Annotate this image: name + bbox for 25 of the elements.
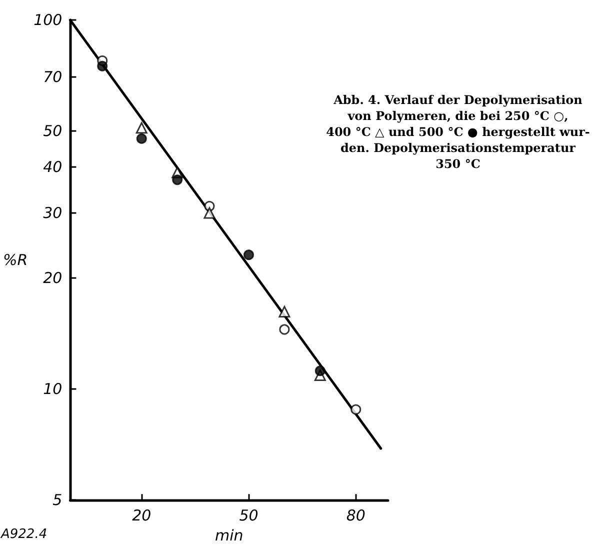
x-tick-label: 50 <box>239 506 258 525</box>
point <box>278 306 290 318</box>
point <box>244 250 254 260</box>
point <box>350 404 362 415</box>
y-tick-label: 50 <box>43 122 62 140</box>
annotation: Abb. 4. Verlauf der Depolymerisation von Polymeren, die bei 250 °C ○, 400 °C △ und 500 °C ● hergestellt wur- den. Depolymerisationstemperatur 350 °C <box>326 93 590 171</box>
x-tick-label: 20 <box>132 506 152 525</box>
y-tick-label: 100 <box>34 11 62 29</box>
point <box>314 366 326 376</box>
y-tick-label: 20 <box>43 268 62 287</box>
point <box>136 133 147 144</box>
y-tick-label: 30 <box>43 204 62 222</box>
point <box>204 207 216 219</box>
x-tick-label: 80 <box>346 506 366 525</box>
y-tick-label: 5 <box>52 491 62 510</box>
y-tick-label: 40 <box>43 158 62 176</box>
text: A922.4 <box>0 527 48 542</box>
y-axis-title: %R <box>2 251 28 270</box>
point <box>279 324 290 335</box>
y-tick-label: 10 <box>43 380 62 398</box>
point <box>172 174 183 186</box>
y-tick-label: 70 <box>43 68 62 86</box>
x-axis-title: min <box>214 526 244 544</box>
point <box>136 122 148 134</box>
point <box>97 60 108 72</box>
